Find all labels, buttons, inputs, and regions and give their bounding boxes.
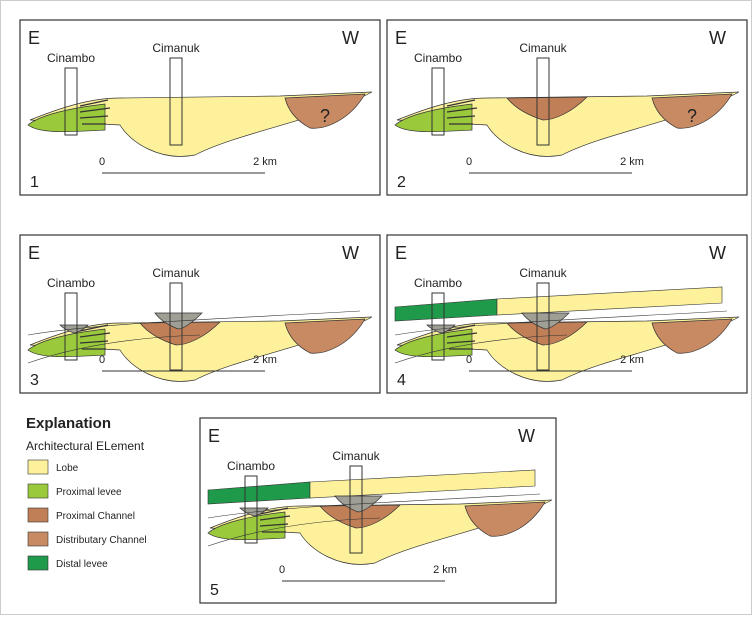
east-label: E [28,28,40,48]
well-label: Cimanuk [519,266,567,280]
legend-label: Distributary Channel [56,535,147,546]
well-label: Cimanuk [332,449,380,463]
scale-label: 2 km [433,564,457,576]
legend-subtitle: Architectural ELement [26,439,145,453]
legend-swatch [28,484,48,498]
panel-number: 3 [30,372,39,389]
scale-label: 0 [99,354,105,366]
legend-swatch [28,460,48,474]
scale-label: 0 [466,354,472,366]
legend-label: Proximal levee [56,487,122,498]
scale-label: 0 [279,564,285,576]
unknown-mark: ? [687,106,697,126]
scale-label: 0 [466,156,472,168]
scale-label: 2 km [620,156,644,168]
west-label: W [518,426,535,446]
scale-label: 0 [99,156,105,168]
east-label: E [208,426,220,446]
panel: Cinambo Cimanuk? E W 0 2 km 1 [20,20,380,195]
legend-label: Distal levee [56,559,108,570]
well-label: Cimanuk [152,266,200,280]
scale-label: 2 km [253,156,277,168]
well-label: Cinambo [227,459,275,473]
well-label: Cinambo [414,276,462,290]
legend-title: Explanation [26,415,111,432]
legend-label: Lobe [56,463,79,474]
west-label: W [709,243,726,263]
panel: Cinambo Cimanuk E W 0 2 km 4 [387,235,747,393]
scale-label: 2 km [620,354,644,366]
legend-swatch [28,532,48,546]
legend-swatch [28,556,48,570]
well-label: Cimanuk [519,41,567,55]
east-label: E [395,243,407,263]
well-label: Cinambo [414,51,462,65]
panel-number: 4 [397,372,406,389]
east-label: E [395,28,407,48]
west-label: W [342,28,359,48]
legend-swatch [28,508,48,522]
figure: Cinambo Cimanuk? E W 0 2 km 1 Cinambo Cimanuk? E W… [0,0,752,615]
well-label: Cinambo [47,276,95,290]
panel: Cinambo Cimanuk E W 0 2 km 5 [200,418,556,603]
panel-number: 2 [397,174,406,191]
scale-label: 2 km [253,354,277,366]
panel-number: 5 [210,582,219,599]
well-label: Cimanuk [152,41,200,55]
west-label: W [709,28,726,48]
west-label: W [342,243,359,263]
panel: Cinambo Cimanuk? E W 0 2 km 2 [387,20,747,195]
unknown-mark: ? [320,106,330,126]
east-label: E [28,243,40,263]
panel-number: 1 [30,174,39,191]
panel: Cinambo Cimanuk E W 0 2 km 3 [20,235,380,393]
legend-label: Proximal Channel [56,511,135,522]
well-label: Cinambo [47,51,95,65]
